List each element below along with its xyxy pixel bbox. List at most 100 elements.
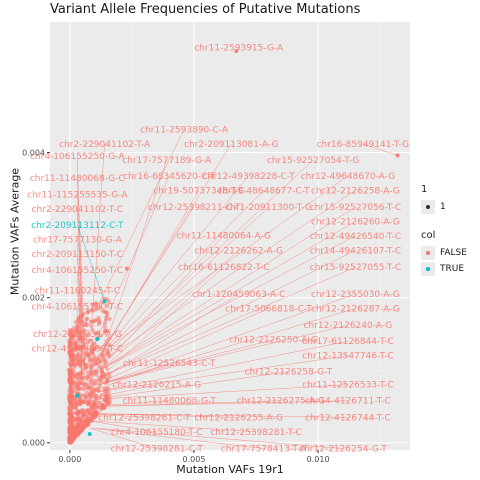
data-point	[74, 389, 79, 394]
data-point	[92, 405, 97, 410]
label-segment	[97, 384, 348, 400]
data-point	[104, 401, 109, 406]
label-segment	[94, 308, 269, 385]
label-segment	[77, 225, 105, 302]
data-point	[86, 407, 91, 412]
point-label: chr15-92527054-T-G	[267, 156, 360, 166]
label-segment	[92, 413, 239, 418]
legend-key-dot	[426, 205, 430, 209]
point-label: chr4-106155250-G-A	[30, 152, 125, 162]
point-label: chr11-11480064-A-G	[177, 231, 271, 241]
data-point	[83, 412, 88, 417]
point-label: chr12-2126260-A-G	[311, 217, 400, 227]
label-segment	[99, 308, 356, 385]
data-point	[99, 392, 104, 397]
data-point	[67, 371, 72, 376]
data-point	[68, 427, 73, 432]
point-label: chr4-106155180-T-C	[32, 302, 124, 312]
data-point	[96, 400, 101, 405]
data-point	[93, 413, 98, 418]
data-point	[83, 331, 88, 336]
data-point	[90, 382, 95, 387]
point-label: chr2-209113112-C-T	[31, 221, 124, 231]
data-point	[70, 389, 75, 394]
data-point	[69, 358, 74, 363]
highlight-point	[234, 49, 239, 54]
point-label: chr12-2126240-A-G	[304, 321, 393, 331]
data-point	[105, 303, 110, 308]
data-point	[103, 352, 108, 357]
label-segment	[91, 143, 105, 320]
data-point	[80, 411, 85, 416]
point-label: chr16-68345620-C-T	[123, 172, 216, 182]
data-point	[105, 313, 110, 318]
highlight-point	[80, 313, 85, 318]
data-point	[103, 318, 108, 323]
highlight-point	[75, 393, 80, 398]
point-label: chr12-49648670-A-G	[301, 172, 395, 182]
point-label: chr1-20911300-T-G	[225, 203, 312, 213]
label-segment	[92, 427, 264, 449]
data-point	[105, 396, 110, 401]
data-point	[67, 332, 72, 337]
data-point	[98, 365, 103, 370]
point-label: chr12-2355030-A-G	[311, 290, 400, 300]
label-segment	[97, 413, 348, 418]
point-label: chr15-92527056-T-C	[310, 203, 402, 213]
label-segment	[97, 400, 348, 407]
label-segment	[99, 235, 356, 371]
data-point	[69, 335, 74, 340]
label-segment	[97, 355, 348, 393]
data-point	[85, 322, 90, 327]
label-segment	[97, 340, 348, 393]
data-point	[74, 405, 79, 410]
label-segment	[94, 206, 269, 371]
highlight-point	[102, 299, 107, 304]
data-point	[71, 340, 76, 345]
data-point	[68, 349, 73, 354]
label-segment	[94, 400, 281, 407]
data-point	[98, 333, 103, 338]
data-point	[68, 355, 73, 360]
label-segment	[89, 362, 170, 393]
point-label: chr12-49398228-C-T	[202, 172, 295, 182]
data-point	[90, 327, 95, 332]
data-points	[66, 49, 400, 445]
legend-key	[421, 200, 435, 214]
data-point	[93, 305, 98, 310]
data-point	[99, 378, 104, 383]
data-point	[101, 356, 106, 361]
data-point	[83, 352, 88, 357]
x-tick-label: 0.000	[58, 455, 81, 464]
point-label: chr11-11480068-G-C	[30, 174, 125, 184]
data-point	[89, 323, 94, 328]
legend-label: FALSE	[440, 248, 467, 258]
point-label: chr17-61126844-T-C	[302, 337, 394, 347]
point-label: chr12-25398281-C-T	[111, 445, 204, 455]
point-label: chr11-2593890-C-A	[140, 125, 229, 135]
data-point	[104, 339, 109, 344]
point-label: chr11-2593915-G-A	[194, 43, 284, 53]
point-label: chr11-1160245-T-C	[34, 286, 120, 296]
data-point	[90, 373, 95, 378]
point-label: chr1-120459063-A-C	[192, 290, 285, 300]
point-label: chr12-2126215-A-G	[112, 381, 201, 391]
data-point	[68, 430, 73, 435]
data-point	[77, 361, 82, 366]
x-tick-label: 0.010	[307, 455, 330, 464]
highlight-point	[87, 432, 92, 437]
label-segment	[89, 420, 157, 433]
data-point	[74, 401, 79, 406]
data-point	[87, 338, 92, 343]
point-label: chr14-4126711-T-C	[305, 397, 391, 407]
data-point	[78, 334, 83, 339]
data-point	[82, 341, 87, 346]
data-point	[82, 421, 87, 426]
legend-title: col	[421, 230, 436, 241]
label-segment	[94, 190, 264, 364]
data-point	[84, 374, 89, 379]
point-label: chr12-2126275-A-G	[237, 397, 326, 407]
point-label: chr2-229041102-T-A	[59, 140, 151, 150]
point-label: chr12-2126251-A-G	[33, 330, 122, 340]
data-point	[71, 367, 76, 372]
